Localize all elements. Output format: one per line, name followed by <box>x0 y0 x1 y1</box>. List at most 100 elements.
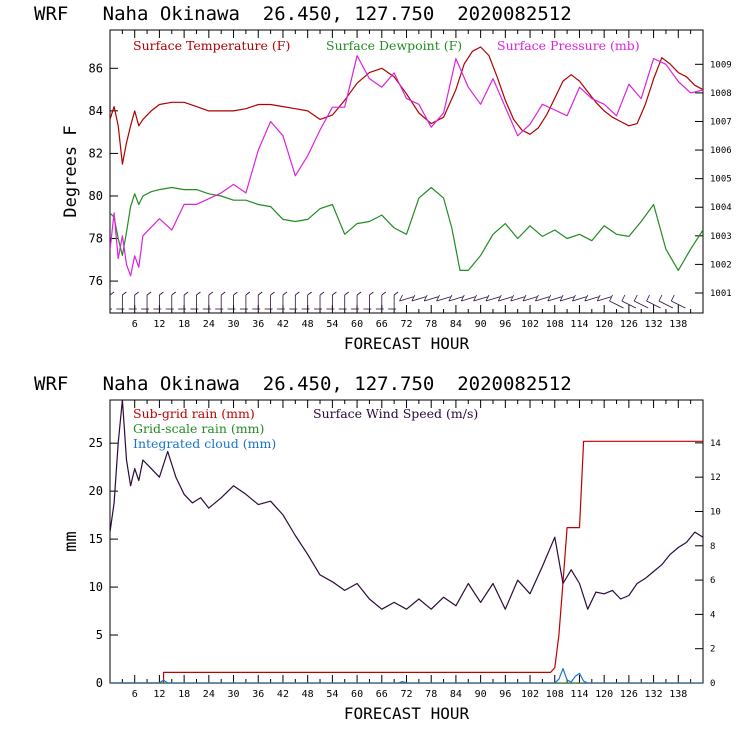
x-tick-label: 90 <box>475 689 487 700</box>
wind-barb-flag <box>658 294 663 302</box>
wind-barb-flag <box>497 294 502 302</box>
panel-2: WRF Naha Okinawa 26.450, 127.750 2020082… <box>34 373 721 723</box>
panel-1: WRF Naha Okinawa 26.450, 127.750 2020082… <box>34 3 732 353</box>
legend-entry: Integrated cloud (mm) <box>133 436 276 451</box>
x-tick-label: 36 <box>252 689 264 700</box>
wind-barb-flag <box>196 291 201 296</box>
y-tick-label: 15 <box>89 532 103 546</box>
y2-tick-label: 1003 <box>710 232 732 242</box>
y2-tick-label: 1005 <box>710 175 732 185</box>
y-tick-label: 76 <box>89 274 103 288</box>
wind-barb <box>597 296 612 302</box>
wind-barb-flag <box>344 291 349 296</box>
x-tick-label: 126 <box>620 319 638 330</box>
wind-barb <box>621 300 637 309</box>
x-tick-label: 114 <box>570 689 588 700</box>
wind-barb-flag <box>609 294 613 302</box>
wind-barb-flag <box>381 291 387 296</box>
wind-barb-flag <box>411 294 416 302</box>
x-tick-label: 18 <box>178 319 190 330</box>
x-tick-label: 90 <box>475 319 487 330</box>
wind-barb-flag <box>319 291 325 296</box>
wind-barb-flag <box>295 291 300 296</box>
wind-barb <box>634 300 649 309</box>
x-tick-label: 6 <box>132 689 138 700</box>
chart-title: WRF Naha Okinawa 26.450, 127.750 2020082… <box>34 373 572 395</box>
series-line-1 <box>110 46 703 165</box>
wind-barb-flag <box>220 291 226 296</box>
y-axis-label: Degrees F <box>61 125 81 217</box>
y-tick-label: 82 <box>89 146 103 160</box>
x-axis-label: FORECAST HOUR <box>344 334 470 353</box>
x-tick-label: 138 <box>669 319 687 330</box>
x-tick-label: 30 <box>228 689 240 700</box>
wind-barb-flag <box>633 294 638 302</box>
wind-barb-flag <box>159 291 164 296</box>
y2-tick-label: 10 <box>710 507 721 517</box>
x-axis-label: FORECAST HOUR <box>344 704 470 723</box>
series-line-1 <box>110 440 703 683</box>
wind-barb-flag <box>423 294 428 302</box>
wind-barb <box>399 296 414 302</box>
wind-barb <box>522 296 538 302</box>
y-tick-label: 78 <box>89 232 103 246</box>
legend-entry: Sub-grid rain (mm) <box>133 406 255 421</box>
wind-barb <box>510 296 525 302</box>
wind-barb <box>485 296 501 302</box>
wind-barb-flag <box>307 291 312 296</box>
x-tick-label: 108 <box>546 319 564 330</box>
wind-barb-flag <box>171 291 177 296</box>
wind-barb-flag <box>245 291 251 296</box>
legend-entry: Surface Pressure (mb) <box>497 38 640 53</box>
wind-barb <box>671 300 686 309</box>
x-tick-label: 120 <box>595 689 613 700</box>
y2-tick-label: 4 <box>710 610 715 620</box>
wind-barb-flag <box>258 291 263 296</box>
chart-title: WRF Naha Okinawa 26.450, 127.750 2020082… <box>34 3 572 25</box>
wind-barb <box>658 300 674 309</box>
y2-tick-label: 2 <box>710 645 715 655</box>
y2-tick-label: 1008 <box>710 89 732 99</box>
x-tick-label: 24 <box>203 689 215 700</box>
y2-tick-label: 1004 <box>710 203 732 213</box>
wind-barb-flag <box>621 294 626 302</box>
wind-barb-flag <box>282 291 288 296</box>
series-line-2 <box>110 186 703 271</box>
x-tick-label: 96 <box>499 689 511 700</box>
y2-tick-label: 1001 <box>710 289 732 299</box>
wind-barb <box>498 296 513 302</box>
x-tick-label: 36 <box>252 319 264 330</box>
x-tick-label: 120 <box>595 319 613 330</box>
y2-tick-label: 1002 <box>710 260 732 270</box>
x-tick-label: 60 <box>351 319 363 330</box>
wind-barbs <box>110 291 686 310</box>
wind-barb-flag <box>146 291 152 296</box>
wind-barb-flag <box>522 294 527 302</box>
series-line-4 <box>110 400 703 610</box>
x-tick-label: 108 <box>546 689 564 700</box>
wind-barb <box>584 296 599 302</box>
wind-barb-flag <box>332 291 337 296</box>
wind-barb-flag <box>110 291 115 296</box>
x-tick-label: 84 <box>450 319 462 330</box>
y2-tick-label: 1007 <box>710 117 732 127</box>
x-tick-label: 30 <box>228 319 240 330</box>
wind-barb <box>473 296 488 302</box>
wind-barb-flag <box>393 291 399 296</box>
y-tick-label: 0 <box>96 676 103 690</box>
wind-barb <box>448 296 464 302</box>
series-line-3 <box>110 55 703 277</box>
x-tick-label: 126 <box>620 689 638 700</box>
y-axis-label: mm <box>61 531 81 551</box>
x-tick-label: 138 <box>669 689 687 700</box>
wind-barb-flag <box>535 294 539 302</box>
wind-barb-flag <box>436 294 440 302</box>
x-tick-label: 54 <box>326 689 338 700</box>
legend-entry: Surface Dewpoint (F) <box>326 38 462 53</box>
legend-entry: Surface Temperature (F) <box>133 38 290 53</box>
y2-tick-label: 1009 <box>710 60 732 70</box>
x-tick-label: 78 <box>425 319 437 330</box>
x-tick-label: 132 <box>645 319 663 330</box>
x-tick-label: 24 <box>203 319 215 330</box>
